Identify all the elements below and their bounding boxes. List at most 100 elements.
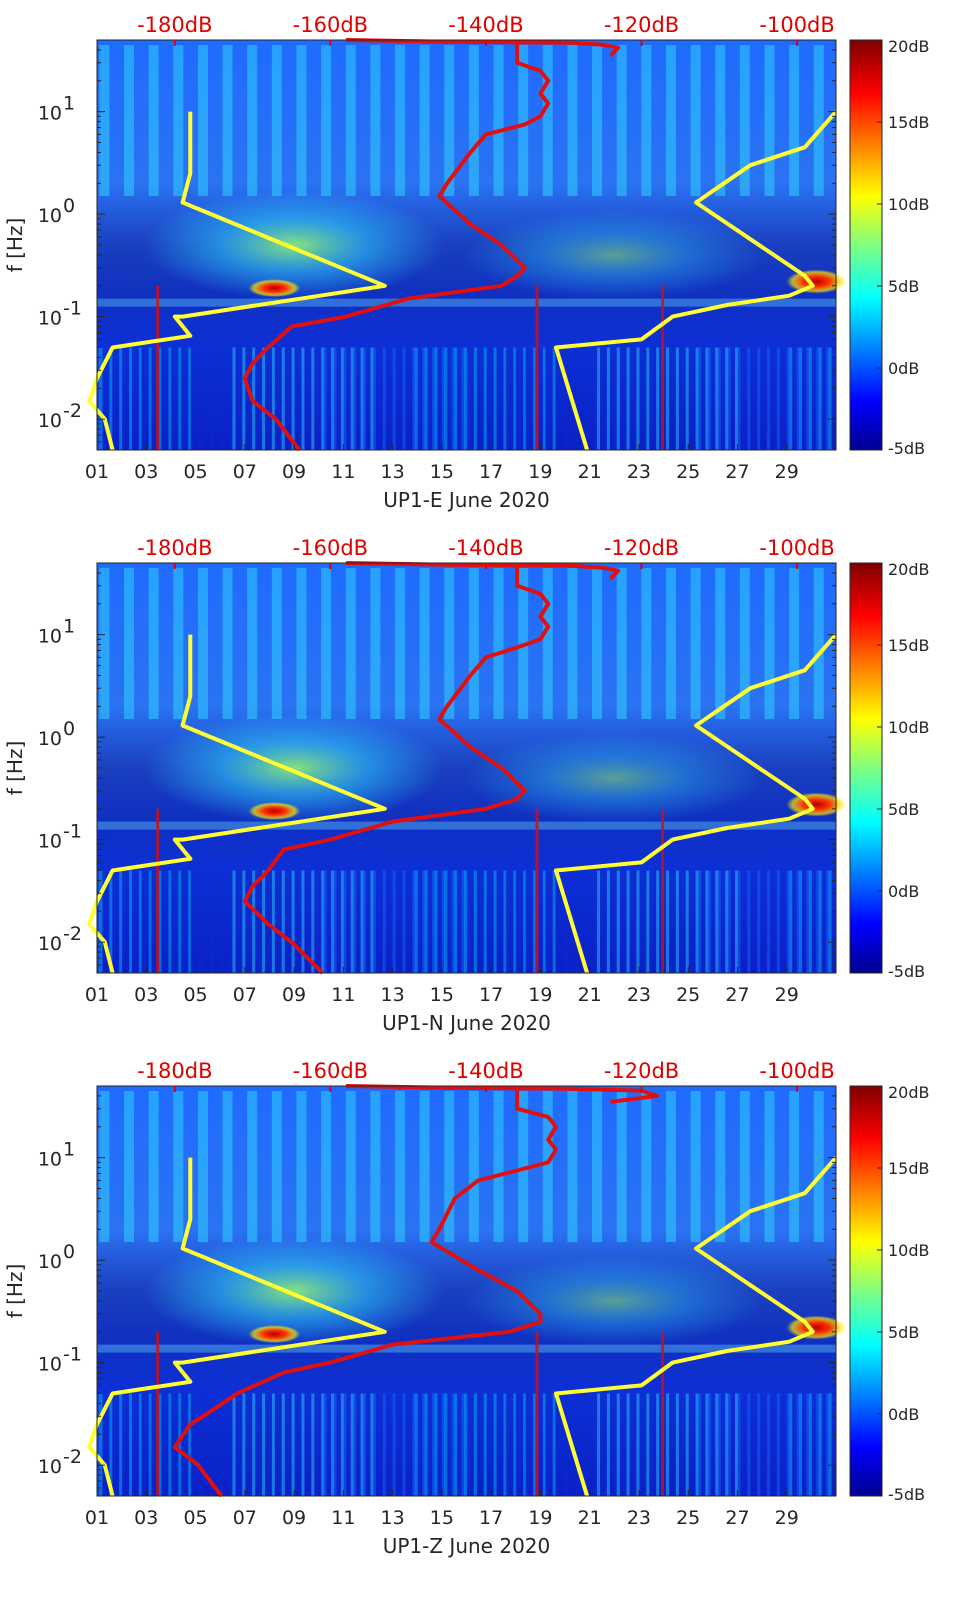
lf-stripe (737, 347, 741, 450)
x-tick-label: 13 (381, 461, 405, 483)
lf-stripe (178, 347, 182, 450)
lf-stripe (707, 1393, 711, 1496)
noise-model-curve-2 (554, 110, 838, 451)
event-line (535, 285, 539, 450)
y-tick-exponent: -2 (63, 400, 82, 422)
lf-stripe (210, 347, 214, 450)
day-band (567, 1091, 578, 1243)
day-band (468, 568, 479, 720)
lf-stripe (515, 347, 519, 450)
day-band (715, 568, 726, 720)
lf-stripe (515, 870, 519, 973)
lf-stripe (190, 1393, 194, 1496)
lf-stripe (210, 870, 214, 973)
lf-stripe (461, 1393, 465, 1496)
day-band (641, 568, 652, 720)
top-tick-label: -180dB (137, 1059, 212, 1083)
lf-stripe (441, 870, 445, 973)
day-band (518, 1091, 529, 1243)
lf-stripe (97, 1393, 100, 1496)
lf-stripe (158, 870, 162, 973)
y-tick-label: 10 (38, 1354, 62, 1376)
lf-stripe (626, 1393, 630, 1496)
day-band (124, 568, 135, 720)
x-tick-label: 25 (676, 984, 700, 1006)
day-band (690, 568, 701, 720)
lf-stripe (230, 347, 234, 450)
x-tick-label: 27 (725, 461, 749, 483)
lf-stripe (333, 347, 337, 450)
lf-stripe (279, 347, 283, 450)
day-band (616, 1091, 627, 1243)
noise-model-curve-3 (242, 563, 551, 975)
lf-stripe (584, 347, 588, 450)
colorbar-tick-label: 10dB (888, 1241, 930, 1260)
colorbar-tick-label: 20dB (888, 37, 930, 56)
x-tick-label: 19 (528, 1507, 552, 1529)
event-line (156, 808, 160, 973)
lf-stripe (281, 347, 285, 450)
lf-stripe (826, 347, 830, 450)
y-tick-label: 10 (38, 728, 62, 750)
lf-stripe (735, 1393, 739, 1496)
x-tick-label: 29 (775, 1507, 799, 1529)
lf-stripe (242, 347, 246, 450)
x-tick-label: 01 (85, 1507, 109, 1529)
lf-stripe (239, 347, 243, 450)
lf-stripe (441, 347, 445, 450)
lf-stripe (158, 1393, 162, 1496)
lf-stripe (360, 347, 364, 450)
x-tick-label: 03 (134, 461, 158, 483)
lf-stripe (454, 347, 458, 450)
day-band (493, 45, 504, 197)
lf-stripe (818, 347, 822, 450)
y-tick-label: 10 (38, 626, 62, 648)
day-band (592, 45, 603, 197)
lf-stripe (220, 1393, 224, 1496)
lf-stripe (350, 870, 354, 973)
lf-stripe (252, 870, 256, 973)
x-tick-label: 09 (282, 984, 306, 1006)
lf-stripe (382, 347, 386, 450)
lf-stripe (161, 1393, 165, 1496)
lf-stripe (269, 347, 273, 450)
lf-stripe (168, 1393, 172, 1496)
lf-stripe (735, 870, 739, 973)
lf-stripe (392, 870, 396, 973)
lf-stripe (190, 347, 194, 450)
lf-stripe (786, 347, 790, 450)
lf-stripe (311, 347, 315, 450)
lf-stripe (818, 870, 822, 973)
lf-stripe (279, 1393, 283, 1496)
lf-stripe (634, 347, 638, 450)
top-tick-label: -160dB (293, 536, 368, 560)
lf-stripe (604, 347, 608, 450)
lf-stripe (533, 1393, 537, 1496)
lf-stripe (735, 347, 739, 450)
lf-stripe (141, 347, 145, 450)
lf-stripe (109, 347, 113, 450)
lf-stripe (515, 1393, 519, 1496)
lf-stripe (636, 1393, 640, 1496)
x-tick-label: 15 (430, 1507, 454, 1529)
lf-stripe (119, 347, 123, 450)
lf-stripe (188, 870, 192, 973)
lf-stripe (444, 870, 448, 973)
day-band (715, 1091, 726, 1243)
lf-stripe (97, 347, 100, 450)
lf-stripe (259, 1393, 263, 1496)
x-tick-label: 07 (233, 461, 257, 483)
lf-stripe (180, 870, 184, 973)
x-axis-label: UP1-N June 2020 (382, 1011, 551, 1035)
lf-stripe (584, 870, 588, 973)
noise-model-curve-2 (554, 633, 838, 974)
day-band (419, 45, 430, 197)
x-tick-label: 01 (85, 461, 109, 483)
lf-stripe (230, 870, 234, 973)
x-tick-label: 11 (331, 1507, 355, 1529)
lf-stripe (542, 347, 546, 450)
top-tick-label: -100dB (759, 536, 834, 560)
lf-stripe (707, 347, 711, 450)
lf-stripe (414, 870, 418, 973)
